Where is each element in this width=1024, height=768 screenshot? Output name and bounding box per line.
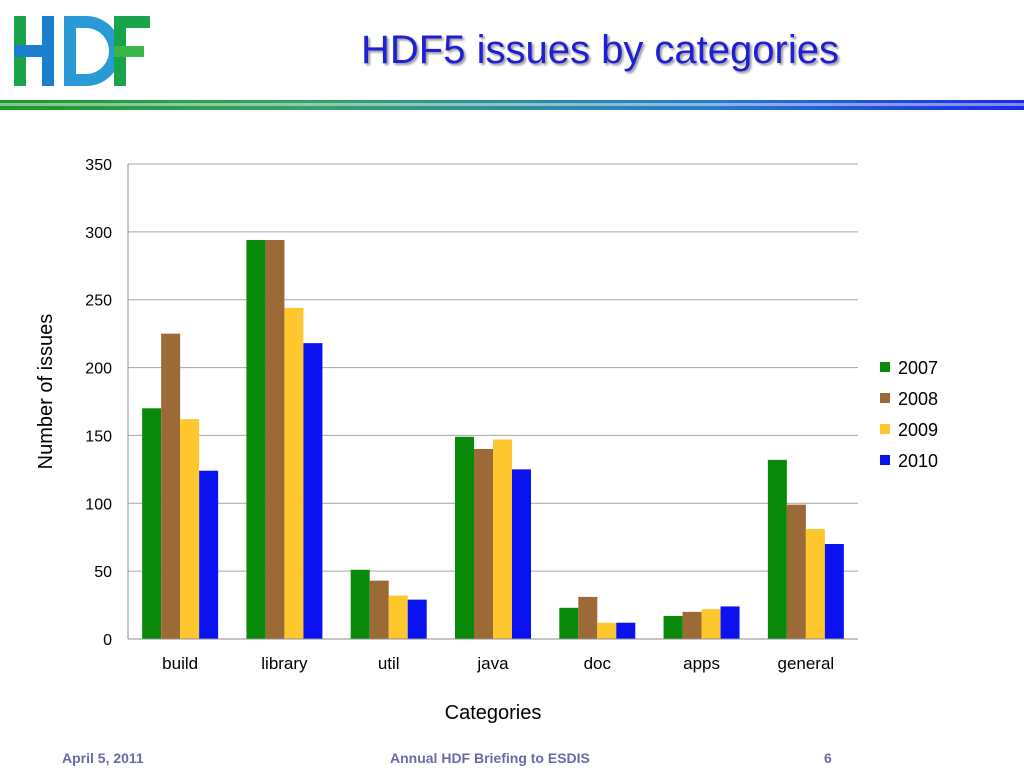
y-tick-label: 100 <box>85 496 112 513</box>
hdf-logo <box>14 16 150 86</box>
legend-label: 2007 <box>898 358 938 378</box>
y-axis-title: Number of issues <box>35 314 57 470</box>
bar-2007-java <box>455 436 474 639</box>
bar-2007-library <box>246 240 266 639</box>
bar-2010-library <box>303 343 323 639</box>
y-tick-label: 50 <box>94 564 112 581</box>
bar-2009-util <box>388 595 408 639</box>
title-divider <box>0 100 1024 110</box>
bar-2007-util <box>350 569 370 639</box>
bar-2010-doc <box>616 622 636 639</box>
x-axis-title: Categories <box>445 702 542 724</box>
bar-2009-apps <box>701 609 721 639</box>
x-tick-label: library <box>261 654 308 673</box>
bar-2010-util <box>407 599 427 639</box>
legend-label: 2010 <box>898 451 938 471</box>
bar-2009-general <box>805 529 825 639</box>
bar-2010-build <box>199 470 219 639</box>
legend-swatch-2007 <box>880 362 890 372</box>
x-tick-label: build <box>162 654 198 673</box>
legend-swatch-2008 <box>880 393 890 403</box>
bar-2008-util <box>369 580 389 639</box>
bar-chart: 0 50 100 150 200 250 300 350 build library util jav… <box>35 157 938 724</box>
legend-label: 2009 <box>898 420 938 440</box>
legend-swatch-2009 <box>880 424 890 434</box>
bar-2007-apps <box>663 615 683 639</box>
y-tick-label: 0 <box>103 632 112 649</box>
x-tick-label: util <box>378 654 400 673</box>
bar-2009-java <box>493 439 512 639</box>
page-number: 6 <box>824 750 832 766</box>
bar-2008-java <box>474 449 493 639</box>
bar-2009-doc <box>597 622 617 639</box>
bar-2007-build <box>142 408 162 639</box>
bar-2008-doc <box>578 596 598 639</box>
x-tick-label: java <box>476 654 509 673</box>
bar-2007-doc <box>559 607 579 639</box>
bar-2008-apps <box>682 611 702 639</box>
legend-label: 2008 <box>898 389 938 409</box>
legend-swatch-2010 <box>880 455 890 465</box>
bar-2008-build <box>161 333 181 639</box>
x-tick-label: general <box>777 654 834 673</box>
bar-2008-general <box>786 504 806 639</box>
y-tick-label: 200 <box>85 361 112 378</box>
bar-2009-build <box>180 419 200 639</box>
x-tick-label: doc <box>584 654 612 673</box>
slide-title: HDF5 issues by categories <box>361 28 839 72</box>
footer-date: April 5, 2011 <box>62 750 144 766</box>
y-tick-label: 300 <box>85 225 112 242</box>
y-tick-label: 150 <box>85 428 112 445</box>
bar-2010-apps <box>720 606 740 639</box>
x-tick-label: apps <box>683 654 720 673</box>
bar-2007-general <box>767 459 787 639</box>
footer-presentation-title: Annual HDF Briefing to ESDIS <box>390 750 590 766</box>
bar-2010-general <box>824 544 844 639</box>
y-tick-label: 250 <box>85 293 112 310</box>
bar-2008-library <box>265 240 285 639</box>
bar-2010-java <box>512 469 531 639</box>
bar-2009-library <box>284 307 304 639</box>
y-tick-label: 350 <box>85 157 112 174</box>
